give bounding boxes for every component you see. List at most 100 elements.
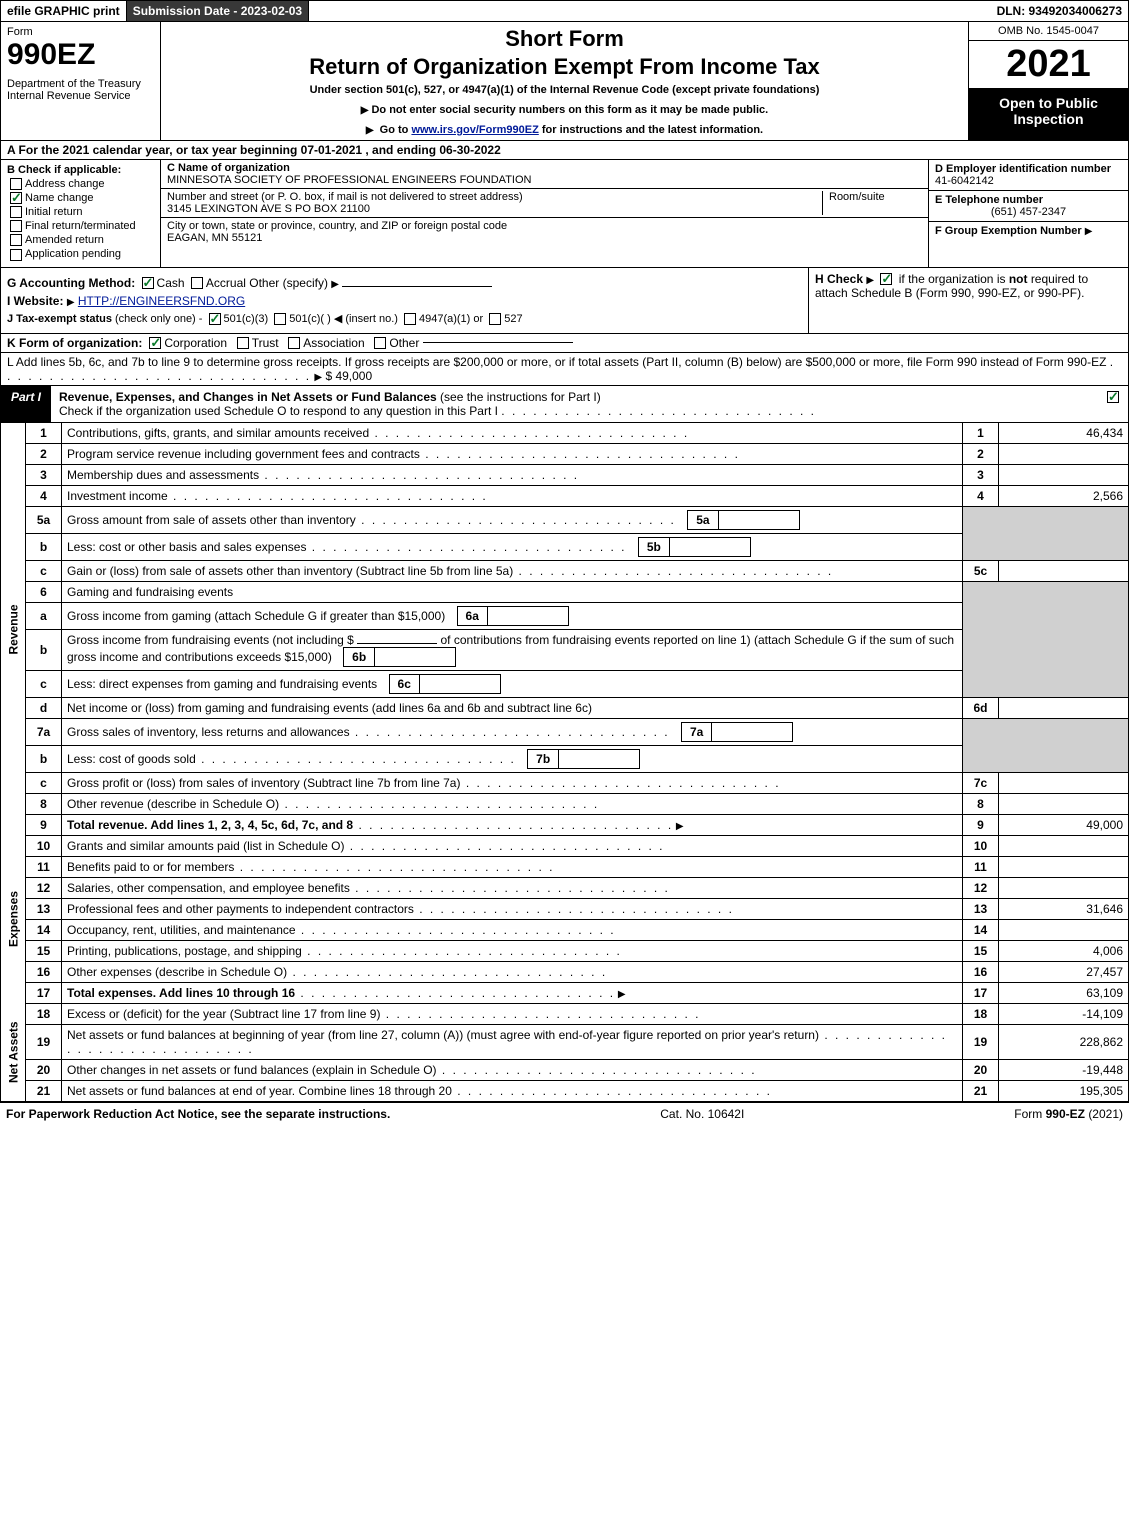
line-20: 20Other changes in net assets or fund ba… — [1, 1059, 1129, 1080]
chk-other[interactable] — [374, 337, 386, 349]
bcd-grid: B Check if applicable: Address change Na… — [0, 160, 1129, 268]
chk-initial-return[interactable]: Initial return — [7, 206, 154, 218]
form-number: 990EZ — [7, 38, 154, 72]
line-5a: 5aGross amount from sale of assets other… — [1, 506, 1129, 533]
tax-year: 2021 — [969, 41, 1128, 89]
chk-trust[interactable] — [237, 337, 249, 349]
section-a-text: A For the 2021 calendar year, or tax yea… — [7, 143, 501, 157]
chk-501c[interactable] — [274, 313, 286, 325]
chk-accrual[interactable] — [191, 277, 203, 289]
street-value: 3145 LEXINGTON AVE S PO BOX 21100 — [167, 203, 822, 215]
phone-value: (651) 457-2347 — [935, 206, 1122, 218]
instr2-pre: Go to — [380, 124, 412, 136]
street-label: Number and street (or P. O. box, if mail… — [167, 191, 822, 203]
section-b: B Check if applicable: Address change Na… — [1, 160, 161, 267]
section-j: J Tax-exempt status (check only one) - 5… — [7, 312, 802, 325]
arrow-icon — [1085, 225, 1093, 237]
arrow-icon — [67, 294, 75, 308]
line-13: 13Professional fees and other payments t… — [1, 898, 1129, 919]
line-6d: dNet income or (loss) from gaming and fu… — [1, 697, 1129, 718]
line-16: 16Other expenses (describe in Schedule O… — [1, 961, 1129, 982]
line-4: 4Investment income 42,566 — [1, 485, 1129, 506]
chk-cash[interactable] — [142, 277, 154, 289]
line-15: 15Printing, publications, postage, and s… — [1, 940, 1129, 961]
chk-schedule-o[interactable] — [1107, 391, 1119, 403]
section-a: A For the 2021 calendar year, or tax yea… — [0, 141, 1129, 160]
line-6c: cLess: direct expenses from gaming and f… — [1, 670, 1129, 697]
form-label: Form — [7, 26, 154, 38]
line-5b: bLess: cost or other basis and sales exp… — [1, 533, 1129, 560]
instr2-post: for instructions and the latest informat… — [542, 124, 763, 136]
section-gh: G Accounting Method: Cash Accrual Other … — [0, 268, 1129, 334]
chk-assoc[interactable] — [288, 337, 300, 349]
form-title-1: Short Form — [167, 26, 962, 52]
line-2: 2Program service revenue including gover… — [1, 443, 1129, 464]
form-title-2: Return of Organization Exempt From Incom… — [167, 54, 962, 80]
footer-left: For Paperwork Reduction Act Notice, see … — [6, 1107, 390, 1121]
header-left: Form 990EZ Department of the Treasury In… — [1, 22, 161, 140]
line-10: Expenses 10Grants and similar amounts pa… — [1, 835, 1129, 856]
chk-527[interactable] — [489, 313, 501, 325]
line-9: 9Total revenue. Add lines 1, 2, 3, 4, 5c… — [1, 814, 1129, 835]
line-6: 6Gaming and fundraising events — [1, 581, 1129, 602]
omb-number: OMB No. 1545-0047 — [969, 22, 1128, 41]
part1-title: Revenue, Expenses, and Changes in Net As… — [51, 386, 1098, 422]
section-l-amount: $ 49,000 — [325, 369, 372, 383]
chk-corp[interactable] — [149, 337, 161, 349]
header-right: OMB No. 1545-0047 2021 Open to Public In… — [968, 22, 1128, 140]
section-g: G Accounting Method: Cash Accrual Other … — [7, 276, 802, 290]
side-expenses: Expenses — [1, 835, 26, 1003]
part1-header: Part I Revenue, Expenses, and Changes in… — [0, 386, 1129, 423]
line-17: 17Total expenses. Add lines 10 through 1… — [1, 982, 1129, 1003]
side-revenue: Revenue — [1, 423, 26, 836]
phone-label: E Telephone number — [935, 194, 1122, 206]
part1-tab: Part I — [1, 386, 51, 422]
chk-501c3[interactable] — [209, 313, 221, 325]
line-18: Net Assets 18Excess or (deficit) for the… — [1, 1003, 1129, 1024]
chk-4947[interactable] — [404, 313, 416, 325]
line-14: 14Occupancy, rent, utilities, and mainte… — [1, 919, 1129, 940]
line-5c: cGain or (loss) from sale of assets othe… — [1, 560, 1129, 581]
chk-address-change[interactable]: Address change — [7, 178, 154, 190]
side-netassets: Net Assets — [1, 1003, 26, 1101]
website-link[interactable]: HTTP://ENGINEERSFND.ORG — [78, 294, 245, 308]
form-header: Form 990EZ Department of the Treasury In… — [0, 22, 1129, 141]
efile-label: efile GRAPHIC print — [1, 1, 127, 21]
chk-name-change[interactable]: Name change — [7, 192, 154, 204]
org-name: MINNESOTA SOCIETY OF PROFESSIONAL ENGINE… — [167, 174, 922, 186]
line-7b: bLess: cost of goods sold 7b — [1, 745, 1129, 772]
line-1: Revenue 1 Contributions, gifts, grants, … — [1, 423, 1129, 444]
dln: DLN: 93492034006273 — [991, 1, 1128, 21]
ein-label: D Employer identification number — [935, 163, 1122, 175]
chk-amended-return[interactable]: Amended return — [7, 234, 154, 246]
line-8: 8Other revenue (describe in Schedule O) … — [1, 793, 1129, 814]
form-subtitle: Under section 501(c), 527, or 4947(a)(1)… — [167, 84, 962, 96]
header-center: Short Form Return of Organization Exempt… — [161, 22, 968, 140]
name-label: C Name of organization — [167, 162, 922, 174]
section-k: K Form of organization: Corporation Trus… — [0, 334, 1129, 353]
line-7c: cGross profit or (loss) from sales of in… — [1, 772, 1129, 793]
part1-table: Revenue 1 Contributions, gifts, grants, … — [0, 423, 1129, 1102]
section-def: D Employer identification number 41-6042… — [928, 160, 1128, 267]
instruction-2: Go to www.irs.gov/Form990EZ for instruct… — [167, 124, 962, 136]
chk-application-pending[interactable]: Application pending — [7, 248, 154, 260]
arrow-icon — [331, 276, 339, 290]
arrow-icon — [366, 124, 377, 136]
arrow-icon — [866, 272, 874, 286]
city-value: EAGAN, MN 55121 — [167, 232, 922, 244]
line-11: 11Benefits paid to or for members11 — [1, 856, 1129, 877]
section-c: C Name of organization MINNESOTA SOCIETY… — [161, 160, 928, 267]
instruction-1: Do not enter social security numbers on … — [167, 104, 962, 116]
irs-link[interactable]: www.irs.gov/Form990EZ — [411, 124, 538, 136]
top-bar: efile GRAPHIC print Submission Date - 20… — [0, 0, 1129, 22]
line-19: 19Net assets or fund balances at beginni… — [1, 1024, 1129, 1059]
line-3: 3Membership dues and assessments 3 — [1, 464, 1129, 485]
chk-h[interactable] — [880, 273, 892, 285]
group-label: F Group Exemption Number — [935, 225, 1082, 237]
chk-final-return[interactable]: Final return/terminated — [7, 220, 154, 232]
line-6b: bGross income from fundraising events (n… — [1, 629, 1129, 670]
city-label: City or town, state or province, country… — [167, 220, 922, 232]
arrow-icon — [314, 369, 322, 383]
footer-cat: Cat. No. 10642I — [660, 1107, 744, 1121]
page-footer: For Paperwork Reduction Act Notice, see … — [0, 1102, 1129, 1125]
